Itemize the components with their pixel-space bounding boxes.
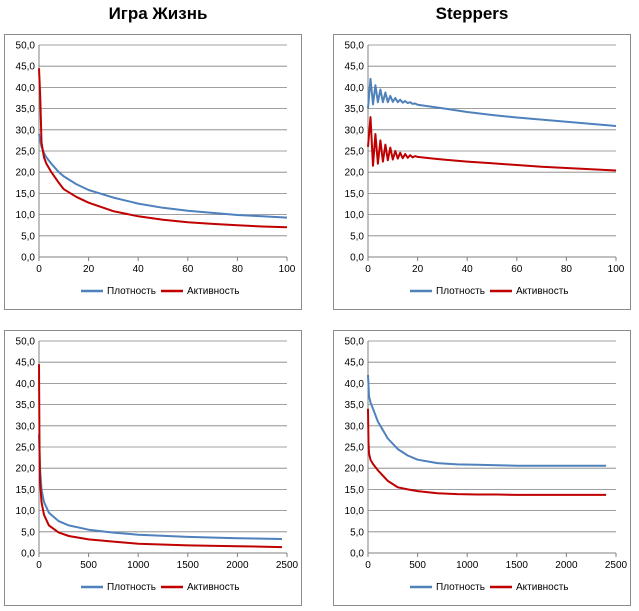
series-line-density <box>367 374 607 467</box>
panel-life-2500: 0,0 5,0 10,0 15,0 20,0 25,0 30,0 35,0 40,0 45,0 50… <box>4 330 302 606</box>
series-line-activity <box>38 68 288 229</box>
y-tick-label: 20,0 <box>16 464 36 475</box>
y-tick-label: 0,0 <box>21 549 35 560</box>
y-tick-label: 40,0 <box>345 83 365 94</box>
y-tick-label: 5,0 <box>350 527 364 538</box>
series-line-activity <box>367 408 607 496</box>
y-tick-label: 5,0 <box>350 231 364 242</box>
chart-steppers-2500: 0,0 5,0 10,0 15,0 20,0 25,0 30,0 35,0 40,0 45,0 50… <box>345 337 628 594</box>
y-tick-label: 30,0 <box>16 421 36 432</box>
x-tick-label: 2000 <box>555 560 578 571</box>
y-tick-label: 50,0 <box>345 337 365 348</box>
y-tick-label: 5,0 <box>21 231 35 242</box>
y-tick-label: 50,0 <box>16 337 36 348</box>
x-tick-label: 0 <box>365 264 371 275</box>
y-tick-label: 40,0 <box>16 379 36 390</box>
y-tick-label: 10,0 <box>16 210 36 221</box>
legend-label-density: Плотность <box>436 286 485 297</box>
y-tick-label: 25,0 <box>345 147 365 158</box>
x-tick-label: 80 <box>232 264 244 275</box>
y-tick-label: 40,0 <box>16 83 36 94</box>
y-tick-label: 35,0 <box>16 400 36 411</box>
y-tick-label: 30,0 <box>16 125 36 136</box>
x-tick-label: 0 <box>36 264 42 275</box>
panel-life-100: 0,0 5,0 10,0 15,0 20,0 25,0 30,0 35,0 40,0 45,0 50… <box>4 34 302 310</box>
y-tick-label: 20,0 <box>16 168 36 179</box>
y-tick-label: 20,0 <box>345 168 365 179</box>
y-tick-label: 35,0 <box>16 104 36 115</box>
y-tick-label: 15,0 <box>16 485 36 496</box>
x-tick-label: 60 <box>511 264 523 275</box>
title-game-of-life: Игра Жизнь <box>108 4 208 23</box>
y-tick-label: 45,0 <box>16 62 36 73</box>
y-tick-label: 35,0 <box>345 104 365 115</box>
y-tick-label: 0,0 <box>350 253 364 264</box>
y-tick-label: 0,0 <box>21 253 35 264</box>
x-tick-label: 100 <box>279 264 296 275</box>
x-tick-label: 0 <box>365 560 371 571</box>
legend-label-activity: Активность <box>516 582 569 593</box>
y-tick-label: 0,0 <box>350 549 364 560</box>
y-tick-label: 35,0 <box>345 400 365 411</box>
legend-label-density: Плотность <box>107 286 156 297</box>
legend-label-activity: Активность <box>516 286 569 297</box>
y-tick-label: 25,0 <box>16 147 36 158</box>
x-tick-label: 2000 <box>226 560 249 571</box>
y-tick-label: 10,0 <box>345 210 365 221</box>
x-tick-label: 60 <box>182 264 194 275</box>
y-tick-label: 20,0 <box>345 464 365 475</box>
x-tick-label: 40 <box>133 264 145 275</box>
series-line-density <box>38 133 288 219</box>
y-tick-label: 15,0 <box>345 189 365 200</box>
y-tick-label: 45,0 <box>16 358 36 369</box>
chart-steppers-100: 0,0 5,0 10,0 15,0 20,0 25,0 30,0 35,0 40,0 45,0 50… <box>345 41 625 298</box>
y-tick-label: 25,0 <box>16 443 36 454</box>
x-tick-label: 40 <box>462 264 474 275</box>
series-line-activity <box>367 116 617 172</box>
series-line-density <box>367 77 617 127</box>
x-tick-label: 0 <box>36 560 42 571</box>
y-tick-label: 45,0 <box>345 62 365 73</box>
y-tick-label: 40,0 <box>345 379 365 390</box>
x-tick-label: 1000 <box>456 560 479 571</box>
y-tick-label: 25,0 <box>345 443 365 454</box>
x-tick-label: 20 <box>412 264 424 275</box>
y-tick-label: 10,0 <box>345 506 365 517</box>
legend-label-activity: Активность <box>187 286 240 297</box>
y-tick-label: 50,0 <box>16 41 36 52</box>
x-tick-label: 100 <box>608 264 625 275</box>
y-tick-label: 50,0 <box>345 41 365 52</box>
chart-life-100: 0,0 5,0 10,0 15,0 20,0 25,0 30,0 35,0 40,0 45,0 50… <box>16 41 296 298</box>
x-tick-label: 2500 <box>605 560 628 571</box>
x-tick-label: 500 <box>80 560 97 571</box>
x-tick-label: 500 <box>409 560 426 571</box>
y-tick-label: 30,0 <box>345 125 365 136</box>
y-tick-label: 15,0 <box>345 485 365 496</box>
series-line-density <box>38 434 283 540</box>
legend-label-density: Плотность <box>107 582 156 593</box>
x-tick-label: 80 <box>561 264 573 275</box>
chart-life-2500: 0,0 5,0 10,0 15,0 20,0 25,0 30,0 35,0 40,0 45,0 50… <box>16 337 299 594</box>
panel-steppers-100: 0,0 5,0 10,0 15,0 20,0 25,0 30,0 35,0 40,0 45,0 50… <box>333 34 631 310</box>
legend-label-activity: Активность <box>187 582 240 593</box>
y-tick-label: 45,0 <box>345 358 365 369</box>
title-steppers: Steppers <box>435 4 509 23</box>
x-tick-label: 1000 <box>127 560 150 571</box>
x-tick-label: 1500 <box>177 560 200 571</box>
y-tick-label: 30,0 <box>345 421 365 432</box>
y-tick-label: 10,0 <box>16 506 36 517</box>
x-tick-label: 20 <box>83 264 95 275</box>
x-tick-label: 1500 <box>506 560 529 571</box>
y-tick-label: 15,0 <box>16 189 36 200</box>
legend-label-density: Плотность <box>436 582 485 593</box>
panel-steppers-2500: 0,0 5,0 10,0 15,0 20,0 25,0 30,0 35,0 40,0 45,0 50… <box>333 330 631 606</box>
series-line-activity <box>38 364 283 549</box>
x-tick-label: 2500 <box>276 560 299 571</box>
y-tick-label: 5,0 <box>21 527 35 538</box>
